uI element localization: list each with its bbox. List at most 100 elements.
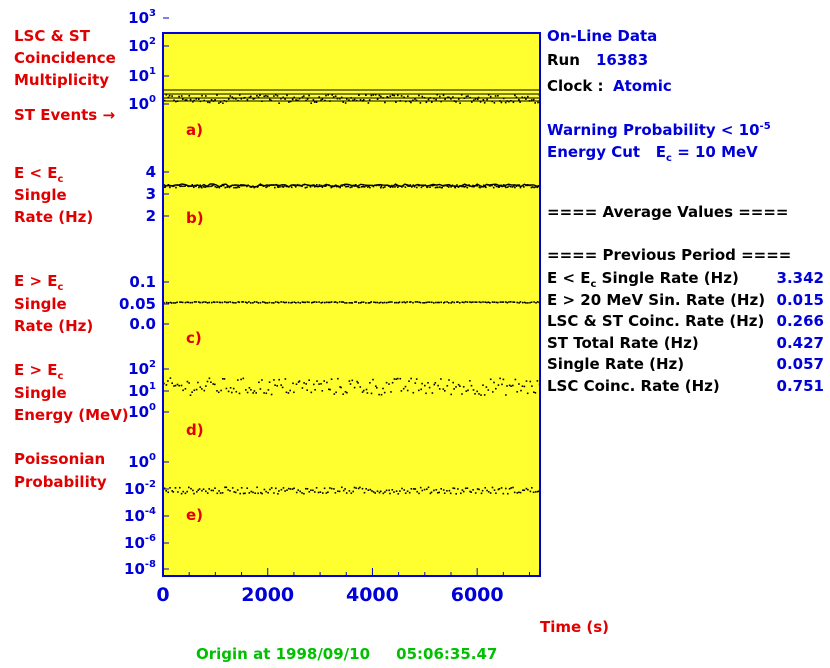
data-point	[443, 302, 445, 304]
warning-exponent: -5	[759, 121, 771, 132]
data-point	[507, 492, 509, 495]
data-point	[495, 492, 497, 494]
data-point	[260, 491, 262, 494]
data-point	[395, 378, 397, 380]
data-point	[346, 391, 348, 394]
stat-label: LSC & ST Coinc. Rate (Hz)	[547, 314, 764, 329]
data-point	[353, 98, 356, 101]
data-point	[394, 301, 396, 304]
data-point	[385, 489, 388, 492]
data-point	[235, 98, 237, 100]
data-point	[333, 488, 335, 490]
data-point	[333, 393, 336, 395]
panel-label: a)	[186, 121, 203, 139]
data-point	[505, 394, 507, 396]
data-point	[345, 185, 347, 188]
stat-value: 0.427	[776, 333, 824, 352]
data-point	[382, 387, 384, 390]
data-point	[182, 389, 184, 392]
data-point	[487, 94, 490, 96]
data-point	[391, 94, 394, 96]
data-point	[349, 383, 352, 385]
y-tick-label: 2	[146, 207, 156, 225]
data-point	[195, 185, 197, 188]
energy-cut: Energy Cut Ec = 10 MeV	[547, 145, 758, 164]
data-point	[479, 101, 482, 103]
data-point	[492, 186, 495, 189]
data-point	[358, 302, 360, 304]
data-point	[518, 98, 520, 101]
data-point	[315, 301, 318, 303]
data-point	[239, 492, 241, 495]
run-label: Run	[547, 51, 580, 69]
data-point	[493, 102, 496, 104]
data-point	[499, 377, 501, 380]
data-point	[326, 381, 328, 384]
stat-value: 0.266	[776, 312, 824, 330]
data-point	[270, 487, 273, 489]
stat-value: 0.015	[776, 290, 824, 309]
data-point	[237, 301, 239, 303]
data-point	[499, 100, 501, 102]
data-point	[266, 95, 269, 98]
data-point	[311, 301, 313, 304]
data-point	[497, 301, 499, 304]
data-point	[493, 381, 495, 384]
data-point	[442, 94, 445, 97]
data-point	[502, 378, 505, 381]
data-point	[533, 391, 535, 393]
data-point	[444, 390, 446, 392]
data-point	[384, 101, 386, 104]
data-point	[520, 389, 522, 392]
data-point	[518, 383, 520, 385]
data-point	[280, 488, 283, 491]
data-point	[450, 393, 452, 396]
data-point	[351, 379, 354, 382]
data-point	[348, 99, 350, 101]
panel-b-title-line1: E < Ec	[14, 166, 63, 185]
data-point	[453, 388, 455, 390]
data-point	[439, 95, 441, 98]
data-point	[390, 391, 392, 393]
data-point	[198, 186, 200, 189]
data-point	[486, 98, 488, 101]
data-point	[218, 186, 221, 189]
data-point	[193, 99, 195, 102]
data-point	[379, 490, 382, 493]
data-point	[534, 491, 537, 493]
data-point	[263, 392, 265, 394]
data-point	[345, 492, 348, 494]
data-point	[222, 102, 224, 104]
data-point	[420, 388, 422, 391]
data-point	[223, 378, 226, 380]
data-point	[463, 97, 466, 99]
data-point	[400, 95, 403, 97]
data-point	[478, 488, 480, 491]
data-point	[470, 301, 473, 304]
data-point	[257, 96, 260, 99]
data-point	[365, 302, 367, 304]
data-point	[462, 386, 465, 388]
data-point	[296, 183, 299, 186]
data-point	[318, 184, 321, 186]
data-point	[338, 301, 341, 303]
data-point	[233, 186, 235, 189]
data-point	[261, 379, 263, 381]
data-point	[238, 392, 241, 395]
data-point	[224, 486, 226, 489]
data-point	[188, 382, 190, 384]
data-point	[508, 384, 511, 387]
y-tick-label: 0.1	[129, 273, 156, 291]
data-point	[211, 184, 214, 187]
data-point	[340, 386, 342, 389]
data-point	[476, 98, 479, 101]
data-point	[389, 301, 391, 303]
data-point	[510, 385, 512, 387]
data-point	[506, 385, 508, 387]
data-point	[214, 487, 216, 489]
data-point	[344, 391, 347, 393]
data-point	[171, 382, 173, 384]
data-point	[470, 491, 472, 493]
data-point	[423, 488, 426, 491]
data-point	[514, 186, 516, 189]
